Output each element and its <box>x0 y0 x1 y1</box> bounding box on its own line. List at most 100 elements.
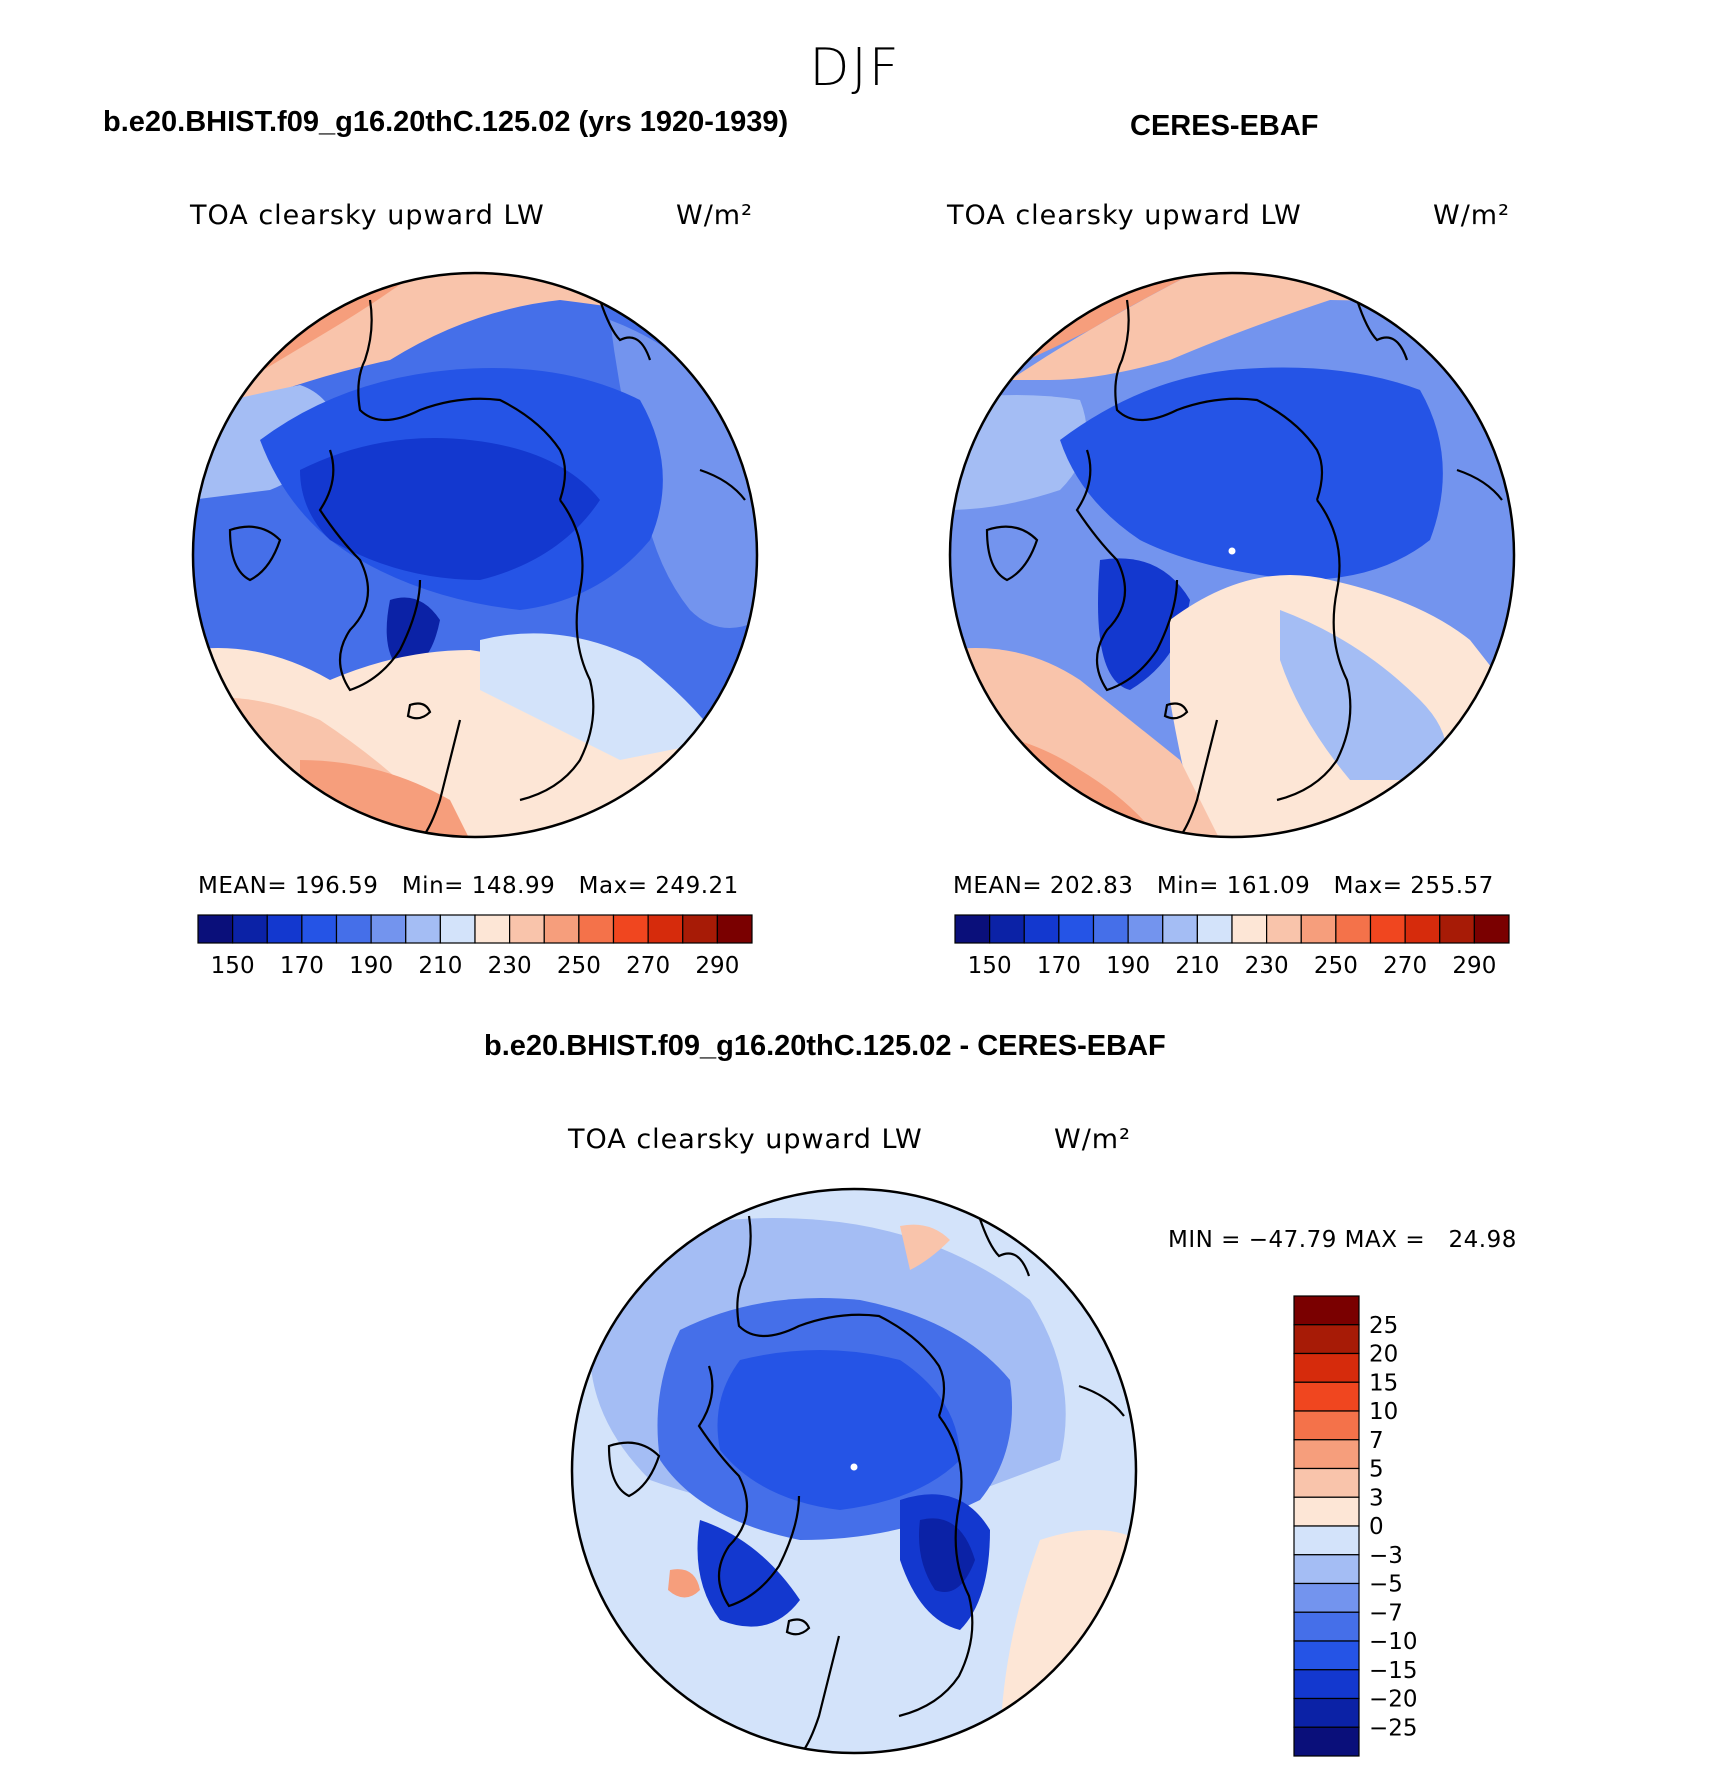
colorbar-tick-label: −10 <box>1369 1629 1418 1655</box>
coastline <box>1075 449 1179 692</box>
colorbar-tick-label: 250 <box>557 953 601 979</box>
coastline <box>598 299 652 361</box>
mean-value: 196.59 <box>294 873 379 899</box>
colorbar-box <box>1293 1410 1360 1441</box>
min-value: 161.09 <box>1226 873 1311 899</box>
max-label: Max= <box>1333 873 1403 899</box>
coastline <box>1163 702 1189 720</box>
min-label: Min= <box>1156 873 1219 899</box>
colorbar-tick-label: 170 <box>280 953 324 979</box>
map-fill <box>1060 367 1443 580</box>
panel-3-units-label: W/m² <box>1054 1124 1131 1155</box>
pole-marker <box>1228 547 1236 555</box>
max-label: MAX = <box>1344 1227 1426 1253</box>
colorbar-box <box>1473 914 1510 944</box>
coastline <box>977 1215 1031 1277</box>
colorbar-box <box>1293 1726 1360 1757</box>
colorbar-tick-label: 150 <box>211 953 255 979</box>
colorbar-box <box>1162 914 1198 944</box>
colorbar-box <box>1196 914 1233 944</box>
map-fill <box>960 780 1090 837</box>
coastline <box>1276 499 1352 802</box>
colorbar-tick-label: 270 <box>1383 953 1427 979</box>
coastline <box>607 1441 661 1498</box>
colorbar-tick-label: −20 <box>1369 1687 1418 1713</box>
colorbar-box <box>543 914 580 944</box>
colorbar-box <box>1023 914 1060 944</box>
colorbar-tick-label: 3 <box>1369 1485 1384 1511</box>
coastline <box>1355 299 1409 361</box>
coastline <box>1078 1384 1125 1417</box>
colorbar-tick-label: 7 <box>1369 1428 1384 1454</box>
panel-2-units-label: W/m² <box>1433 200 1510 231</box>
coastline <box>798 1635 841 1753</box>
panel-3-variable-label: TOA clearsky upward LW <box>568 1124 923 1155</box>
max-value: 249.21 <box>655 873 739 899</box>
colorbar-box <box>1266 914 1302 944</box>
colorbar-tick-label: 170 <box>1037 953 1081 979</box>
colorbar-box <box>1293 1669 1360 1700</box>
colorbar-tick-label: 150 <box>968 953 1012 979</box>
map-fill <box>697 1520 800 1627</box>
colorbar-box <box>1293 1582 1360 1613</box>
colorbar-box <box>1293 1324 1360 1355</box>
colorbar-box <box>578 914 615 944</box>
colorbar-box <box>682 914 718 944</box>
colorbar-box <box>1092 914 1129 944</box>
min-value: −47.79 <box>1248 1227 1337 1253</box>
colorbar-tick-label: −3 <box>1369 1543 1403 1569</box>
map-fill <box>1098 558 1190 690</box>
colorbar-box <box>439 914 476 944</box>
mean-label: MEAN= <box>953 873 1043 899</box>
panel-1-map <box>191 271 759 839</box>
coastline <box>357 299 567 501</box>
colorbar-tick-label: 190 <box>1106 953 1150 979</box>
colorbar-box <box>1058 914 1095 944</box>
colorbar-box <box>197 914 234 944</box>
coastline <box>699 468 746 501</box>
panel-2-variable-label: TOA clearsky upward LW <box>947 200 1302 231</box>
coastline <box>898 1415 974 1718</box>
map-fill <box>480 633 720 760</box>
map-fill <box>717 1350 960 1510</box>
max-label: Max= <box>578 873 648 899</box>
colorbar-box <box>1231 914 1268 944</box>
coastline <box>985 525 1039 582</box>
colorbar-box <box>647 914 684 944</box>
colorbar-box <box>266 914 303 944</box>
colorbar-box <box>1439 914 1475 944</box>
colorbar-tick-label: 210 <box>1175 953 1219 979</box>
colorbar-box <box>474 914 511 944</box>
panel-3-stats: MIN = −47.79 MAX = 24.98 <box>1168 1227 1517 1253</box>
coastline <box>785 1618 811 1636</box>
colorbar-box <box>1369 914 1406 944</box>
colorbar-tick-label: 250 <box>1314 953 1358 979</box>
colorbar-box <box>232 914 268 944</box>
panel-2-map <box>948 271 1516 839</box>
map-boundary <box>191 271 759 839</box>
colorbar-tick-label: 0 <box>1369 1514 1384 1540</box>
colorbar-tick-label: 290 <box>1452 953 1496 979</box>
colorbar-box <box>301 914 338 944</box>
coastline <box>697 1365 801 1608</box>
map-fill <box>668 1569 700 1598</box>
map-boundary <box>948 271 1516 839</box>
colorbar-box <box>1293 1439 1360 1470</box>
panel-3-map <box>570 1187 1138 1755</box>
panel-1-variable-label: TOA clearsky upward LW <box>190 200 545 231</box>
colorbar-box <box>1293 1496 1360 1527</box>
season-title: DJF <box>809 38 901 98</box>
colorbar-box <box>1293 1611 1360 1642</box>
colorbar-box <box>612 914 649 944</box>
pole-marker <box>850 1463 858 1471</box>
colorbar-box <box>370 914 407 944</box>
max-value: 255.57 <box>1410 873 1494 899</box>
colorbar-tick-label: 290 <box>695 953 739 979</box>
colorbar-tick-label: −5 <box>1369 1572 1403 1598</box>
colorbar-tick-label: 20 <box>1369 1342 1398 1368</box>
map-fill <box>900 1224 950 1270</box>
map-fill <box>300 438 600 580</box>
panel-1-title: b.e20.BHIST.f09_g16.20thC.125.02 (yrs 19… <box>103 106 789 138</box>
